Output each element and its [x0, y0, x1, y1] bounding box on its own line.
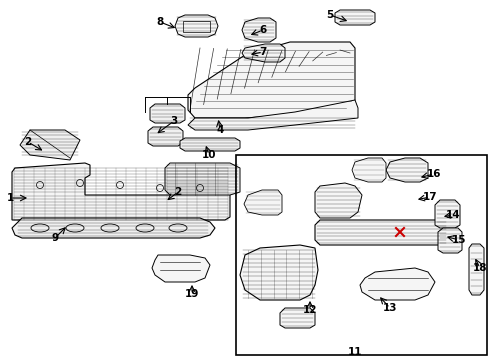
Text: 13: 13: [382, 303, 396, 313]
Polygon shape: [12, 218, 215, 238]
Polygon shape: [150, 104, 184, 123]
Text: 14: 14: [445, 210, 459, 220]
Text: 2: 2: [24, 137, 32, 147]
Text: 12: 12: [302, 305, 317, 315]
Text: 15: 15: [451, 235, 465, 245]
Text: 17: 17: [422, 192, 436, 202]
Polygon shape: [242, 44, 285, 62]
Polygon shape: [434, 200, 459, 228]
Polygon shape: [314, 183, 361, 218]
Text: 19: 19: [184, 289, 199, 299]
Text: 2: 2: [174, 187, 181, 197]
Polygon shape: [180, 138, 240, 151]
Text: 9: 9: [51, 233, 59, 243]
Text: 8: 8: [156, 17, 163, 27]
Polygon shape: [351, 158, 385, 182]
Text: 3: 3: [170, 116, 177, 126]
Polygon shape: [280, 308, 314, 328]
Polygon shape: [175, 15, 218, 37]
Text: 18: 18: [472, 263, 486, 273]
Polygon shape: [187, 42, 354, 118]
Polygon shape: [314, 220, 447, 245]
Text: 1: 1: [6, 193, 14, 203]
Polygon shape: [148, 127, 183, 146]
Bar: [236, 155, 486, 355]
Text: 7: 7: [259, 47, 266, 57]
Polygon shape: [437, 228, 461, 253]
Polygon shape: [468, 244, 483, 295]
Polygon shape: [164, 163, 240, 195]
Text: 11: 11: [347, 347, 362, 357]
Polygon shape: [187, 100, 357, 130]
Text: 16: 16: [426, 169, 440, 179]
Polygon shape: [242, 18, 275, 42]
Polygon shape: [12, 163, 229, 220]
Polygon shape: [359, 268, 434, 300]
Polygon shape: [20, 130, 80, 160]
Polygon shape: [244, 190, 282, 215]
Text: 6: 6: [259, 25, 266, 35]
Polygon shape: [152, 255, 209, 282]
Polygon shape: [334, 10, 374, 25]
Polygon shape: [240, 245, 317, 300]
Text: 4: 4: [216, 125, 223, 135]
Text: 10: 10: [202, 150, 216, 160]
Polygon shape: [385, 158, 427, 182]
Text: 5: 5: [325, 10, 333, 20]
